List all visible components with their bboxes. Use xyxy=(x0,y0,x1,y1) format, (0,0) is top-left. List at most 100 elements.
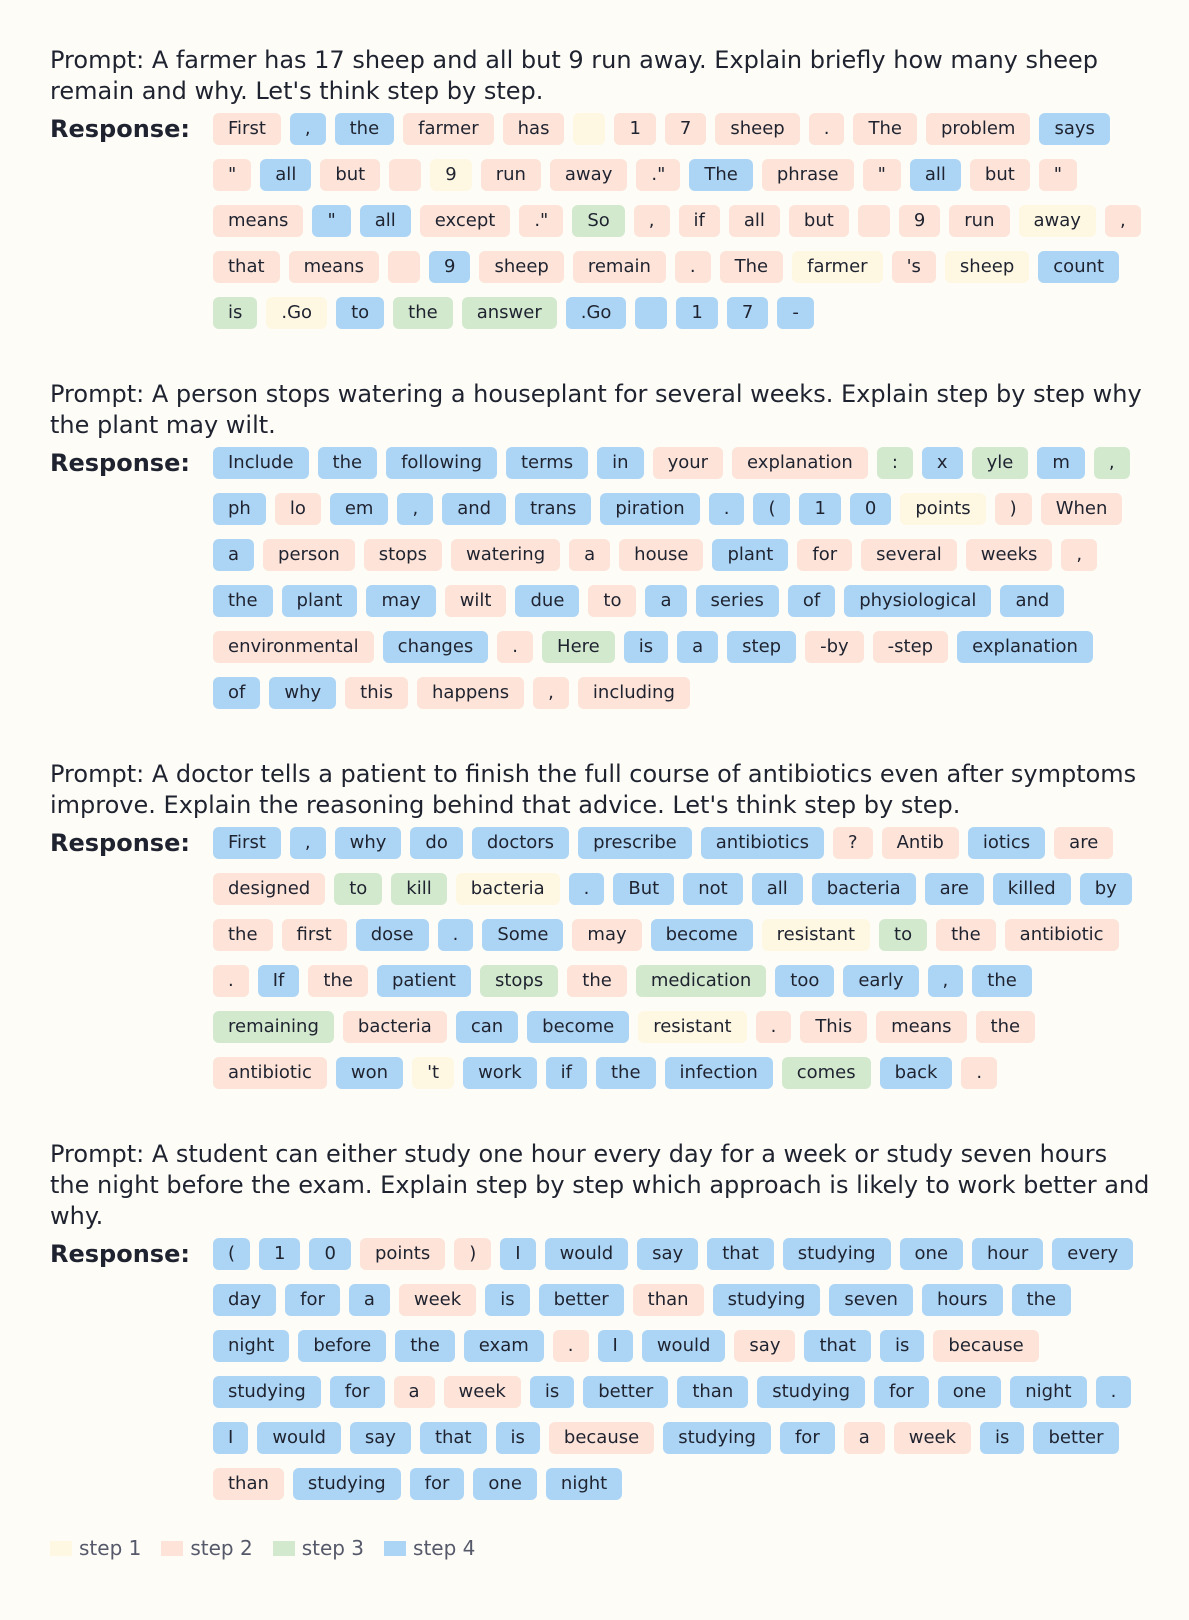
token: a xyxy=(843,1422,885,1454)
token: resistant xyxy=(638,1011,747,1043)
token: yle xyxy=(971,447,1029,479)
token: 9 xyxy=(429,251,471,283)
token: But xyxy=(613,873,675,905)
token: - xyxy=(777,297,814,329)
legend-swatch xyxy=(384,1540,407,1556)
token: for xyxy=(797,539,853,571)
token: means xyxy=(876,1011,967,1043)
token: , xyxy=(289,113,326,145)
prompt-text: Prompt: A student can either study one h… xyxy=(50,1140,1150,1230)
response-tokens: First, why do doctors prescribe antibiotics? A… xyxy=(213,827,1150,1103)
prompt-text: Prompt: A farmer has 17 sheep and all bu… xyxy=(50,46,1098,105)
token: than xyxy=(632,1284,704,1316)
token: studying xyxy=(782,1238,891,1270)
token: would xyxy=(257,1422,341,1454)
token: piration xyxy=(600,493,700,525)
token: , xyxy=(1104,205,1141,237)
token: sheep xyxy=(715,113,800,145)
token: become xyxy=(527,1011,630,1043)
legend-item: step 2 xyxy=(161,1536,253,1560)
token: ) xyxy=(454,1238,492,1270)
token: house xyxy=(619,539,704,571)
token: studying xyxy=(712,1284,821,1316)
token: 9 xyxy=(898,205,941,237)
token: that xyxy=(804,1330,872,1362)
token: of xyxy=(787,585,836,617)
token: all xyxy=(260,159,312,191)
token: Antib xyxy=(881,827,959,859)
token: farmer xyxy=(792,251,883,283)
token: to xyxy=(588,585,637,617)
token: " xyxy=(312,205,351,237)
token: has xyxy=(502,113,565,145)
token: I xyxy=(597,1330,633,1362)
token: studying xyxy=(213,1376,321,1408)
token: do xyxy=(410,827,463,859)
token: lo xyxy=(274,493,321,525)
token: studying xyxy=(757,1376,865,1408)
token: is xyxy=(495,1422,540,1454)
token: become xyxy=(650,919,753,951)
token: all xyxy=(909,159,961,191)
token: the xyxy=(567,965,627,997)
token: 1 xyxy=(676,297,718,329)
token: seven xyxy=(829,1284,913,1316)
token: why xyxy=(269,677,337,709)
token: too xyxy=(775,965,835,997)
token: . xyxy=(961,1057,998,1089)
token: but xyxy=(320,159,381,191)
prompt-text: Prompt: A person stops watering a housep… xyxy=(50,380,1142,439)
token: bacteria xyxy=(342,1011,447,1043)
token: the xyxy=(595,1057,656,1089)
token: because xyxy=(933,1330,1039,1362)
token: every xyxy=(1052,1238,1134,1270)
token: Some xyxy=(482,919,564,951)
token: plant xyxy=(712,539,789,571)
token: .Go xyxy=(266,297,328,329)
token: one xyxy=(473,1468,537,1500)
token: person xyxy=(263,539,355,571)
token: . xyxy=(708,493,745,525)
token: away xyxy=(1018,205,1096,237)
token: better xyxy=(1033,1422,1119,1454)
token: count xyxy=(1038,251,1120,283)
token: means xyxy=(288,251,379,283)
token: First xyxy=(213,827,281,859)
token: a xyxy=(677,631,719,663)
token: , xyxy=(397,493,434,525)
token: ph xyxy=(213,493,266,525)
token: bacteria xyxy=(455,873,560,905)
token: for xyxy=(874,1376,929,1408)
token: early xyxy=(843,965,919,997)
token: than xyxy=(677,1376,749,1408)
token: this xyxy=(345,677,409,709)
token: to xyxy=(336,297,385,329)
token: " xyxy=(1038,159,1078,191)
token: are xyxy=(924,873,984,905)
token: studying xyxy=(292,1468,401,1500)
token: week xyxy=(893,1422,972,1454)
token: a xyxy=(393,1376,435,1408)
token: 1 xyxy=(259,1238,301,1270)
token: 7 xyxy=(726,297,769,329)
token: week xyxy=(398,1284,477,1316)
token: kill xyxy=(391,873,447,905)
legend-label: step 4 xyxy=(413,1536,476,1560)
legend-label: step 3 xyxy=(301,1536,365,1560)
token: ( xyxy=(753,493,791,525)
token: the xyxy=(213,919,273,951)
token: weeks xyxy=(965,539,1053,571)
token: sheep xyxy=(479,251,564,283)
token: plant xyxy=(281,585,358,617)
token: sheep xyxy=(944,251,1030,283)
token: stops xyxy=(480,965,559,997)
examples-list: Prompt: A farmer has 17 sheep and all bu… xyxy=(50,45,1150,1514)
token: x xyxy=(921,447,963,479)
token: following xyxy=(386,447,497,479)
token: better xyxy=(583,1376,669,1408)
token: infection xyxy=(664,1057,773,1089)
token: explanation xyxy=(732,447,868,479)
token: answer xyxy=(461,297,557,329)
example-block: Prompt: A student can either study one h… xyxy=(50,1139,1150,1514)
token: stops xyxy=(363,539,442,571)
